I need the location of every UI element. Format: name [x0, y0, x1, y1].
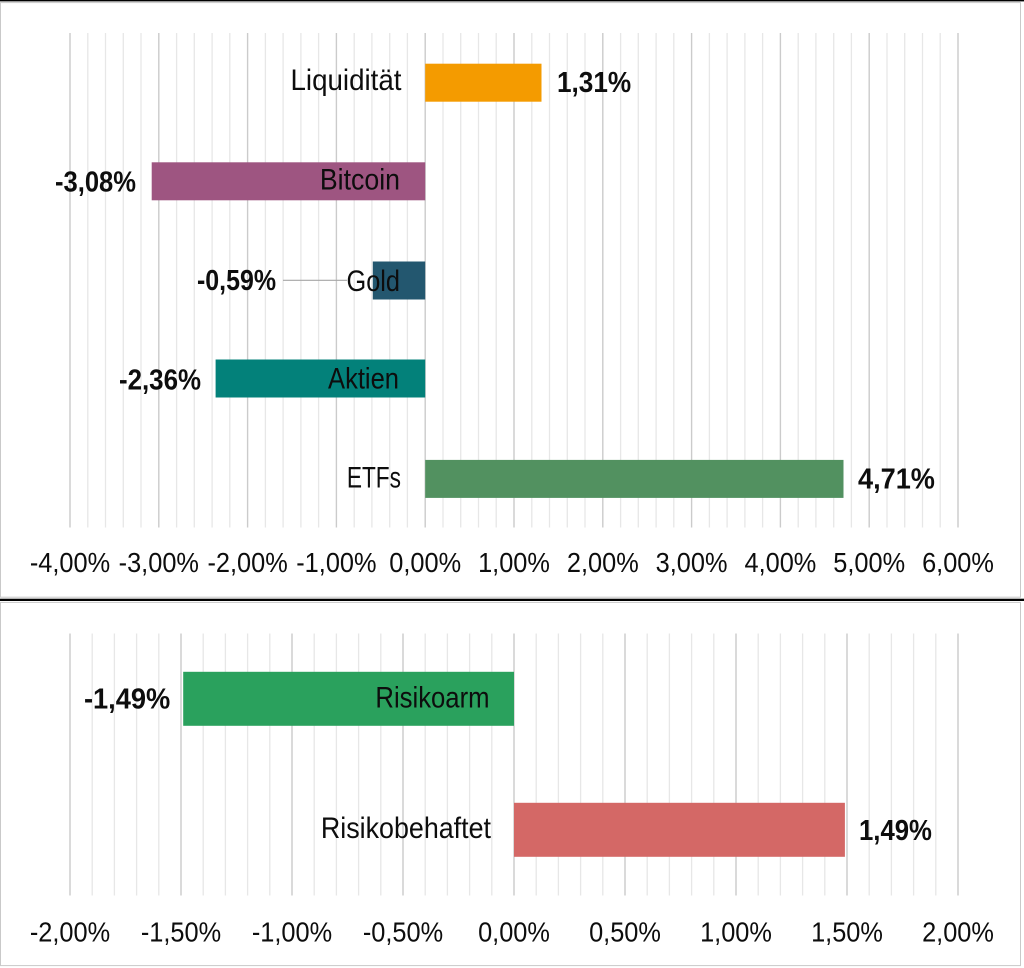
svg-text:0,00%: 0,00% — [389, 547, 461, 578]
svg-text:ETFs: ETFs — [347, 460, 401, 494]
svg-text:4,00%: 4,00% — [744, 547, 816, 578]
svg-text:-1,49%: -1,49% — [84, 683, 171, 715]
svg-text:Liquidität: Liquidität — [291, 64, 402, 97]
svg-text:-2,00%: -2,00% — [207, 547, 287, 578]
svg-text:-4,00%: -4,00% — [30, 547, 110, 578]
svg-text:Risikoarm: Risikoarm — [375, 681, 489, 714]
svg-text:-1,00%: -1,00% — [252, 916, 332, 947]
svg-text:-3,00%: -3,00% — [119, 547, 199, 578]
svg-text:1,49%: 1,49% — [859, 814, 932, 847]
svg-text:-0,50%: -0,50% — [363, 916, 443, 947]
svg-text:1,00%: 1,00% — [700, 916, 772, 947]
svg-text:-3,08%: -3,08% — [55, 165, 136, 198]
svg-text:3,00%: 3,00% — [656, 547, 728, 578]
svg-text:1,50%: 1,50% — [811, 916, 883, 947]
svg-text:-2,00%: -2,00% — [30, 916, 110, 947]
svg-text:1,00%: 1,00% — [478, 547, 550, 578]
svg-text:5,00%: 5,00% — [833, 547, 905, 578]
svg-text:Bitcoin: Bitcoin — [320, 163, 400, 197]
svg-text:4,71%: 4,71% — [858, 463, 935, 495]
svg-text:-1,50%: -1,50% — [141, 916, 221, 947]
svg-text:2,00%: 2,00% — [567, 547, 639, 578]
svg-text:-2,36%: -2,36% — [119, 363, 201, 395]
svg-text:6,00%: 6,00% — [922, 547, 994, 578]
svg-text:0,00%: 0,00% — [478, 916, 550, 947]
svg-text:Aktien: Aktien — [328, 362, 399, 395]
svg-text:-0,59%: -0,59% — [197, 265, 276, 297]
svg-text:1,31%: 1,31% — [557, 66, 631, 98]
svg-text:0,50%: 0,50% — [589, 916, 661, 947]
svg-text:Gold: Gold — [346, 264, 400, 297]
svg-text:2,00%: 2,00% — [922, 916, 994, 947]
svg-text:Risikobehaftet: Risikobehaftet — [321, 812, 491, 846]
svg-text:-1,00%: -1,00% — [296, 547, 376, 578]
